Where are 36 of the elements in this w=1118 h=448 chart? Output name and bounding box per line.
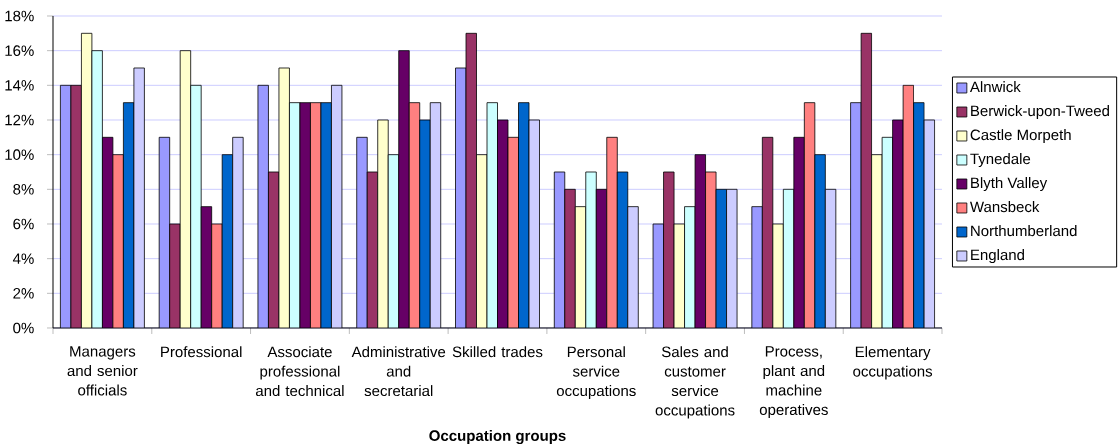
y-tick-label: 2% <box>13 288 34 299</box>
y-tick-label: 8% <box>13 184 34 195</box>
legend-label: Northumberland <box>971 225 1077 237</box>
x-tick-label: Associate professional and technical <box>255 346 344 397</box>
legend-label: Wansbeck <box>969 201 1040 213</box>
legend-label: Berwick-upon-Tweed <box>971 105 1109 120</box>
y-tick-label: 10% <box>5 149 34 160</box>
legend-label: England <box>971 249 1024 264</box>
legend-label: Tynedale <box>970 153 1031 168</box>
x-tick-label: Managers and senior officials <box>67 346 138 396</box>
bar <box>356 137 368 328</box>
y-tick-label: 12% <box>5 114 34 126</box>
bar <box>585 171 597 328</box>
y-tick-label: 0% <box>13 322 34 334</box>
bar <box>793 137 805 328</box>
bar <box>419 119 431 328</box>
bar <box>398 50 410 328</box>
x-tick-label: Personal service occupations <box>556 346 636 400</box>
x-tick-label: Administrative and secretarial <box>351 346 446 397</box>
legend-label: Blyth Valley <box>971 177 1048 192</box>
bar <box>814 154 826 328</box>
x-tick-label: Elementary occupations <box>853 346 933 380</box>
y-tick-label: 14% <box>5 80 34 91</box>
x-tick-label: Process, plant and machine operatives <box>759 346 828 418</box>
legend-label: Alnwick <box>969 81 1021 93</box>
bar <box>190 85 202 328</box>
x-tick-label: Skilled trades <box>452 346 543 358</box>
y-tick-label: 4% <box>12 253 34 264</box>
legend-label: Castle Morpeth <box>970 129 1071 144</box>
bar <box>751 206 763 328</box>
y-tick-label: 18% <box>5 10 34 22</box>
x-tick-label: Sales and customer service occupations <box>655 346 735 419</box>
y-tick-label: 16% <box>5 45 34 56</box>
x-tick-label: Professional <box>161 346 242 358</box>
x-axis-title: Occupation groups <box>429 429 566 445</box>
y-tick-label: 6% <box>13 218 34 230</box>
